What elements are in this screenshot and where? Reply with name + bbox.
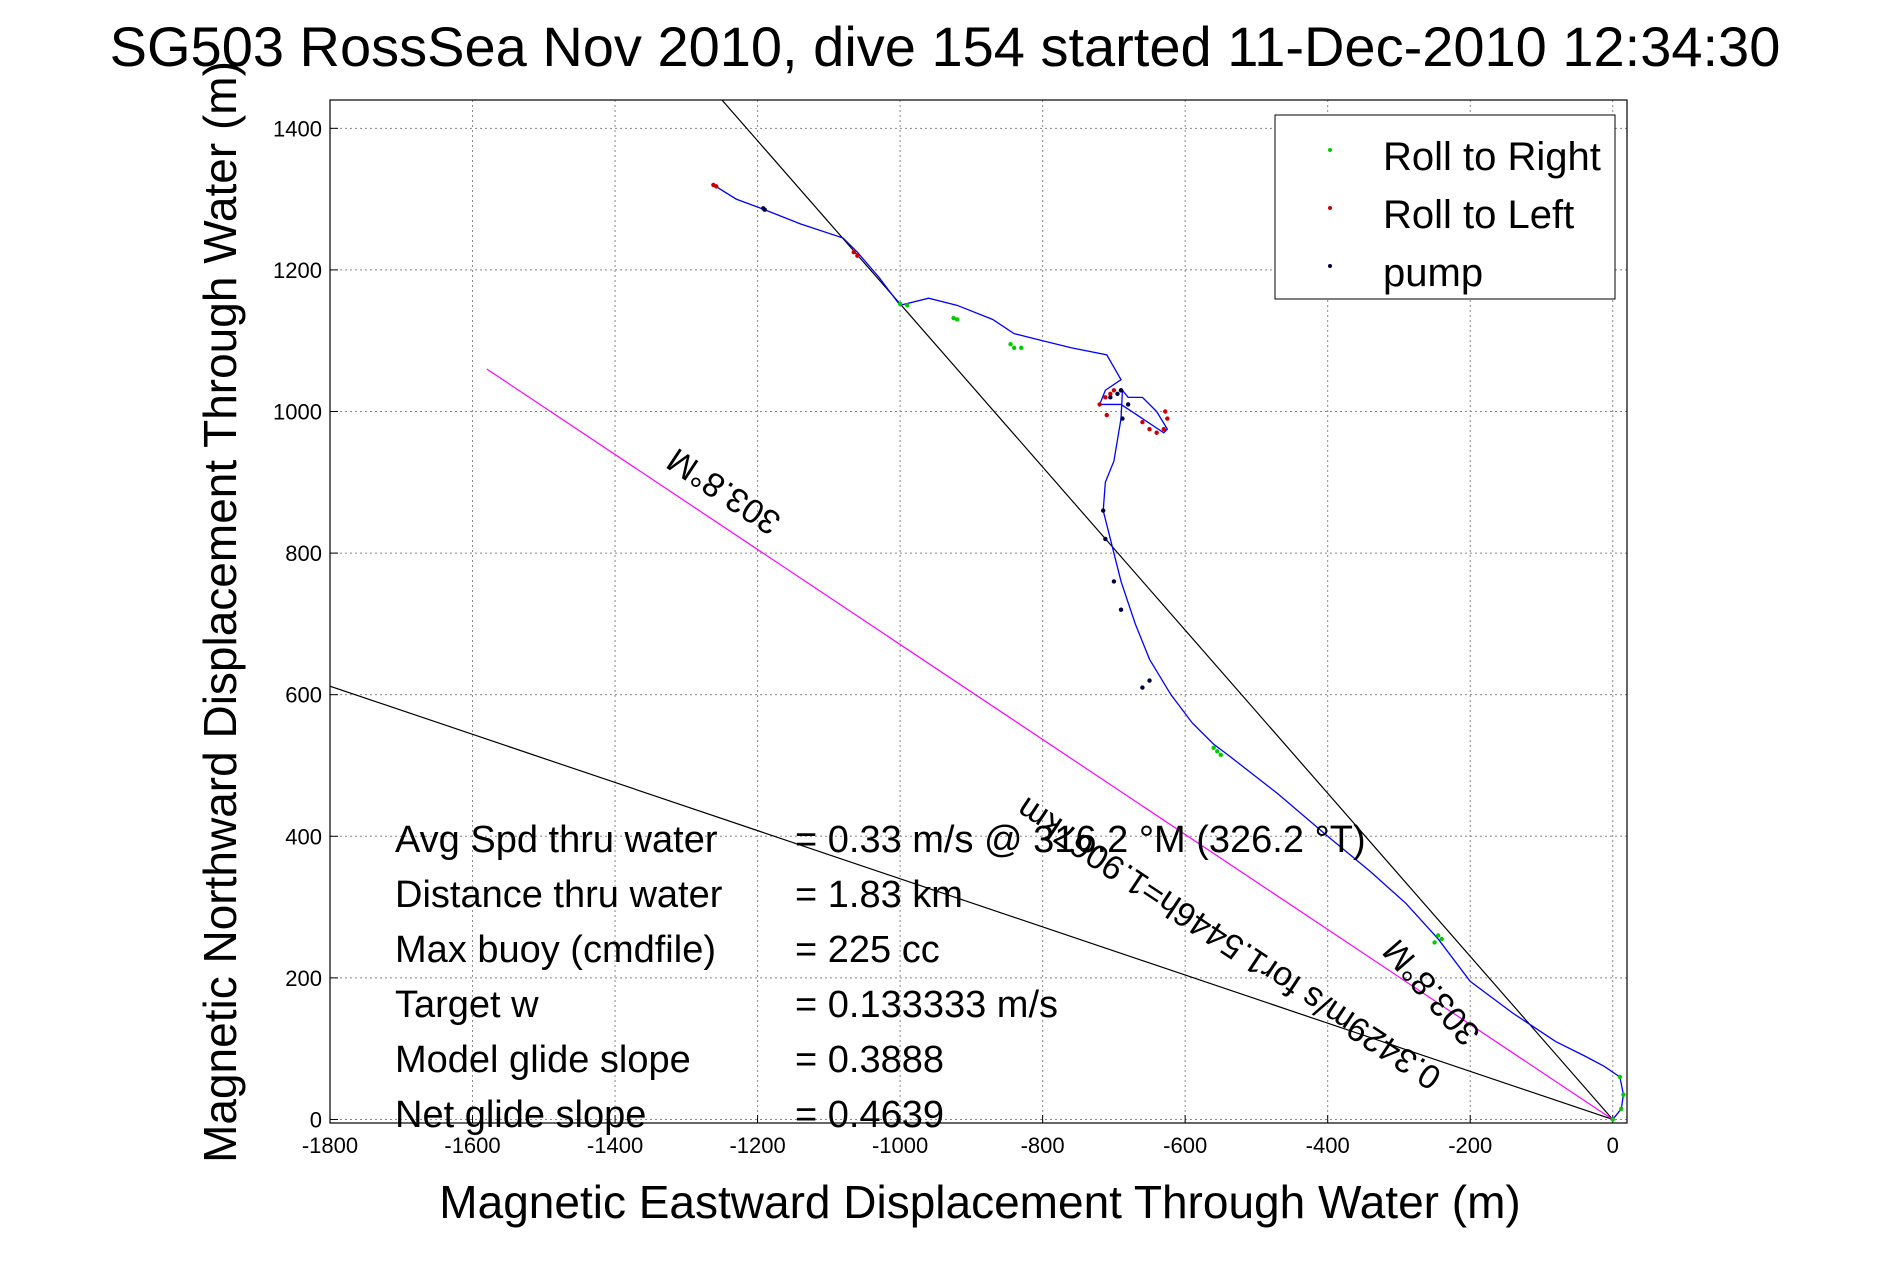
y-tick-label: 400 [285,824,322,849]
x-axis-ticks: -1800 -1600 -1400 -1200 -1000 -800 -600 -400 -20… [302,1115,1619,1158]
y-tick-label: 200 [285,966,322,991]
roll-left-marker [714,184,719,189]
roll-right-marker [1435,933,1441,938]
x-tick-label: -1000 [872,1133,928,1158]
reference-lines [330,100,1614,1121]
roll-right-marker [1215,749,1220,754]
pump-marker [1118,388,1124,393]
roll-right-marker [1008,342,1013,347]
stat-value-max-buoy: = 225 cc [795,929,940,971]
pump-marker [1125,402,1131,407]
roll-left-marker [1111,388,1117,393]
stat-value-distance: = 1.83 km [795,874,963,916]
glider-track-line [713,184,1625,1120]
y-tick-label: 1400 [273,116,322,141]
roll-right-marker [1617,1074,1623,1080]
x-tick-label: -1400 [587,1133,643,1158]
stat-label-max-buoy: Max buoy (cmdfile) [395,929,716,971]
stat-value-net-glide: = 0.4639 [795,1094,944,1136]
x-tick-label: -1600 [444,1133,500,1158]
grid [329,100,1627,1123]
y-axis-ticks: 0 200 400 600 800 1000 1200 1400 [273,116,338,1132]
legend-label-roll-right: Roll to Right [1383,135,1601,179]
stat-value-model-glide: = 0.3888 [795,1039,944,1081]
stat-value-avg-speed: = 0.33 m/s @ 316.2 °M (326.2 °T) [795,819,1366,861]
pump-marker [1120,416,1125,421]
pump-marker [1103,536,1108,542]
stat-label-avg-speed: Avg Spd thru water [395,819,718,861]
stat-label-net-glide: Net glide slope [395,1094,646,1136]
roll-left-marker [851,250,856,255]
roll-right-marker [1011,345,1017,350]
x-axis-label: Magnetic Eastward Displacement Through W… [439,1176,1520,1228]
roll-right-marker [897,301,903,307]
roll-right-marker [905,303,910,308]
roll-left-marker [855,253,860,258]
stat-label-model-glide: Model glide slope [395,1039,691,1081]
legend-label-pump: pump [1383,251,1483,295]
legend-label-roll-left: Roll to Left [1383,193,1574,237]
pump-marker [1115,391,1120,397]
roll-left-marker [1097,402,1102,407]
pump-marker [1108,395,1113,400]
y-tick-label: 1200 [273,258,322,283]
pump-marker [1147,678,1152,683]
stat-value-target-w: = 0.133333 m/s [795,984,1058,1026]
x-tick-label: 0 [1607,1133,1619,1158]
roll-right-marker [954,317,960,322]
roll-right-marker [951,315,956,321]
roll-right-marker [1619,1106,1624,1112]
roll-left-marker [1163,409,1168,414]
legend-marker-pump [1328,264,1332,268]
roll-right-marker [1211,745,1216,750]
track-markers [711,182,1626,1122]
roll-left-marker [1165,416,1170,421]
roll-right-marker [1610,1117,1615,1122]
y-tick-label: 0 [310,1107,322,1132]
roll-right-marker [1439,936,1444,942]
black-line-shallow [330,685,1613,1121]
roll-left-marker [1154,430,1159,435]
y-axis-label: Magnetic Northward Displacement Through … [194,61,246,1163]
roll-left-marker [1103,395,1108,400]
legend-marker-roll-left [1328,206,1332,210]
pump-marker [1111,579,1117,584]
x-tick-label: -1200 [729,1133,785,1158]
legend-marker-roll-right [1328,148,1332,152]
roll-left-marker [1104,412,1109,418]
y-tick-label: 1000 [273,400,322,425]
pump-marker [1118,607,1124,612]
y-tick-label: 800 [285,541,322,566]
pump-marker [1140,685,1145,690]
x-tick-label: -800 [1021,1133,1065,1158]
roll-left-marker [1140,419,1145,425]
pump-marker [761,206,766,211]
x-tick-label: -1800 [302,1133,358,1158]
x-tick-label: -400 [1306,1133,1350,1158]
stat-label-distance: Distance thru water [395,874,723,916]
roll-right-marker [1019,345,1024,350]
y-tick-label: 600 [285,683,322,708]
chart-title: SG503 RossSea Nov 2010, dive 154 started… [110,15,1781,78]
roll-right-marker [1432,940,1437,945]
plot-frame [329,99,1628,1124]
stats-block: Avg Spd thru water = 0.33 m/s @ 316.2 °M… [395,819,1366,1136]
legend: Roll to Right Roll to Left pump [1274,114,1616,300]
roll-right-marker [1621,1092,1626,1097]
x-tick-label: -200 [1448,1133,1492,1158]
roll-left-marker [1108,391,1113,397]
roll-right-marker [1218,752,1223,758]
magenta-heading-line [486,368,1614,1120]
black-line-steep [721,100,1614,1120]
stat-label-target-w: Target w [395,984,539,1026]
pump-marker [1101,508,1106,513]
roll-left-marker [1161,427,1166,432]
x-tick-label: -600 [1163,1133,1207,1158]
roll-left-marker [1147,427,1152,432]
